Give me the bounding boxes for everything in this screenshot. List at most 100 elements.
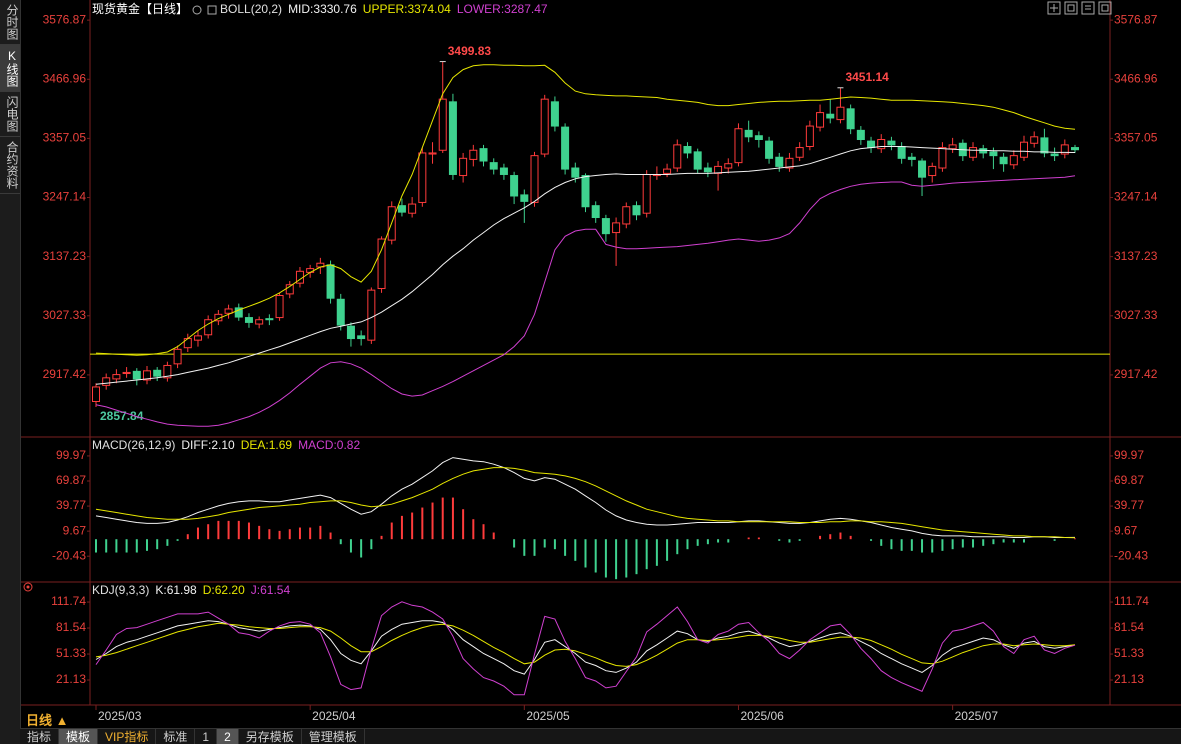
y-tick-label-right: 3027.33 <box>1114 308 1158 322</box>
y-tick-label: 3027.33 <box>43 308 87 322</box>
candle-body <box>663 168 672 174</box>
candle-body <box>489 162 498 170</box>
candle-body <box>397 205 406 213</box>
candle-body <box>224 308 233 314</box>
series-line <box>95 467 1076 539</box>
y-tick-label: 81.54 <box>56 620 86 634</box>
candle-body <box>438 98 447 151</box>
icon-glyph <box>1050 4 1058 12</box>
bottom-tab[interactable]: 1 <box>195 729 218 744</box>
y-tick-label-right: 3247.14 <box>1114 190 1158 204</box>
window-icons[interactable] <box>1047 1 1112 15</box>
candle-body <box>1009 155 1018 166</box>
series-line <box>95 175 1076 427</box>
y-tick-label-right: 99.97 <box>1114 448 1144 462</box>
candle-body <box>265 318 274 321</box>
indicator-name: MACD(26,12,9) <box>92 438 175 452</box>
y-tick-label-right: -20.43 <box>1114 548 1148 562</box>
y-tick-label-right: 69.87 <box>1114 473 1144 487</box>
candle-body <box>92 386 100 402</box>
candle-body <box>102 377 111 386</box>
y-tick-label-right: 9.67 <box>1114 523 1138 537</box>
legend-entry: D:62.20 <box>203 583 245 597</box>
candle-body <box>632 205 641 216</box>
bottom-tab[interactable]: 标准 <box>156 729 196 744</box>
candle-body <box>1030 136 1039 144</box>
icon-expand[interactable] <box>1064 1 1078 15</box>
y-tick-label: 21.13 <box>56 672 86 686</box>
candle-body <box>775 156 784 167</box>
y-tick-label-right: 51.33 <box>1114 646 1144 660</box>
y-tick-label: 99.97 <box>56 448 86 462</box>
candle-body <box>703 167 712 173</box>
candle-body <box>418 152 427 203</box>
candle-body <box>132 370 141 380</box>
high-annotation: 3451.14 <box>845 70 889 84</box>
candle-body <box>377 238 386 290</box>
icon-glyph <box>1101 4 1109 12</box>
bottom-tab[interactable]: 另存模板 <box>239 729 302 744</box>
y-tick-label-right: 21.13 <box>1114 672 1144 686</box>
y-tick-label-right: 3576.87 <box>1114 12 1158 26</box>
candle-body <box>173 348 182 365</box>
candle-body <box>306 268 315 273</box>
candle-body <box>275 295 284 319</box>
candle-body <box>989 151 998 157</box>
y-tick-label-right: 39.77 <box>1114 498 1144 512</box>
candle-body <box>336 298 345 326</box>
candle-body <box>938 147 947 169</box>
icon-window[interactable] <box>1081 1 1095 15</box>
candle-body <box>285 284 294 295</box>
candle-body <box>153 369 162 377</box>
candle-body <box>581 175 590 208</box>
bottom-tab[interactable]: 管理模板 <box>302 729 365 744</box>
candle-body <box>1060 144 1069 155</box>
icon-glyph <box>1067 4 1075 12</box>
candle-body <box>244 317 253 323</box>
side-tab[interactable]: 分时图 <box>0 0 20 45</box>
series-line <box>95 457 1076 538</box>
candle-body <box>510 175 519 197</box>
y-tick-label: 3576.87 <box>43 12 87 26</box>
bottom-tab[interactable]: VIP指标 <box>98 729 157 744</box>
y-tick-label-right: 3137.23 <box>1114 249 1158 263</box>
icon-restore[interactable] <box>1098 1 1112 15</box>
candle-body <box>856 129 865 141</box>
y-tick-label-right: 2917.42 <box>1114 367 1158 381</box>
legend-entry: MID:3330.76 <box>288 2 357 16</box>
series-line <box>95 146 1076 385</box>
candle-body <box>204 319 213 336</box>
bottom-tab[interactable]: 指标 <box>20 729 60 744</box>
icon-glyph <box>1085 5 1091 10</box>
candle-body <box>469 149 478 160</box>
candle-body <box>571 167 580 178</box>
side-tab[interactable]: 闪电图 <box>0 92 20 137</box>
period-selector[interactable]: 日线 ▲ <box>26 713 69 728</box>
icon-move[interactable] <box>1047 1 1061 15</box>
y-tick-label-right: 111.74 <box>1114 594 1149 608</box>
series-line <box>95 620 1076 675</box>
candle-body <box>112 374 121 380</box>
legend-entry: MACD:0.82 <box>298 438 360 452</box>
candle-body <box>724 163 733 169</box>
bottom-tab[interactable]: 模板 <box>59 729 99 744</box>
side-tab[interactable]: 合约资料 <box>0 137 20 194</box>
x-tick-label: 2025/03 <box>98 709 142 723</box>
side-tab[interactable]: K线图 <box>0 45 20 92</box>
candle-body <box>867 140 876 149</box>
y-tick-label: 3466.96 <box>43 71 87 85</box>
series-line <box>95 601 1076 696</box>
candle-body <box>234 307 243 318</box>
y-tick-label-right: 3357.05 <box>1114 131 1158 145</box>
settings-icon[interactable] <box>23 582 33 592</box>
candle-body <box>836 106 845 121</box>
bottom-tab[interactable]: 2 <box>217 729 239 744</box>
candle-body <box>693 151 702 170</box>
candle-body <box>428 152 437 155</box>
candle-body <box>1020 141 1029 158</box>
x-tick-label: 2025/04 <box>312 709 356 723</box>
candle-body <box>479 148 488 162</box>
candle-body <box>326 264 335 299</box>
indicator-name: BOLL(20,2) <box>220 2 282 16</box>
